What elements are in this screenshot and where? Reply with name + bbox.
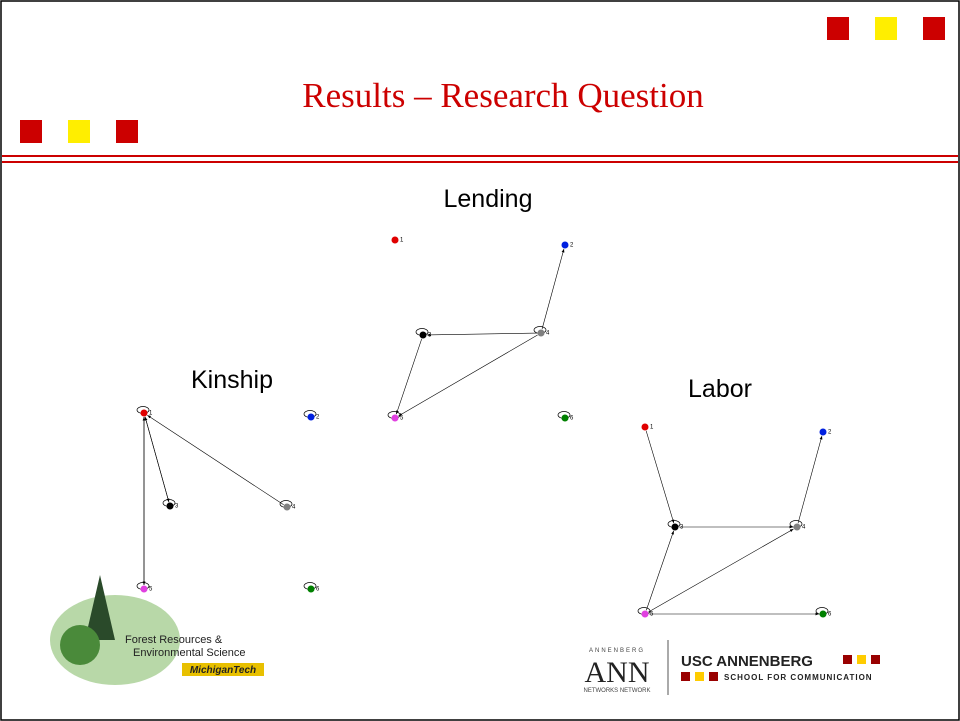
node bbox=[167, 503, 174, 510]
logo-text: ANNENBERG bbox=[589, 648, 645, 654]
square bbox=[843, 655, 852, 664]
logo-text: Environmental Science bbox=[133, 647, 246, 659]
logo-text: NETWORKS NETWORK bbox=[584, 688, 651, 694]
node bbox=[672, 524, 679, 531]
node bbox=[392, 415, 399, 422]
node bbox=[562, 242, 569, 249]
slide-title: Results – Research Question bbox=[302, 76, 703, 115]
slide: Results – Research Question Forest Resou… bbox=[0, 0, 960, 721]
square bbox=[20, 120, 42, 143]
square bbox=[695, 672, 704, 681]
square bbox=[68, 120, 90, 143]
node bbox=[820, 611, 827, 618]
logo-text: Forest Resources & bbox=[125, 634, 223, 646]
square bbox=[857, 655, 866, 664]
logo-text: MichiganTech bbox=[190, 665, 256, 676]
node bbox=[642, 611, 649, 618]
network-title: Kinship bbox=[191, 366, 273, 394]
network-title: Lending bbox=[444, 185, 533, 213]
node bbox=[794, 524, 801, 531]
node bbox=[141, 410, 148, 417]
node bbox=[141, 586, 148, 593]
node bbox=[642, 424, 649, 431]
square bbox=[681, 672, 690, 681]
network-title: Labor bbox=[688, 375, 752, 403]
square bbox=[827, 17, 849, 40]
logo-text: ANN bbox=[585, 656, 650, 689]
node bbox=[308, 586, 315, 593]
logo-text: SCHOOL FOR COMMUNICATION bbox=[724, 673, 873, 682]
square bbox=[116, 120, 138, 143]
node bbox=[392, 237, 399, 244]
node bbox=[420, 332, 427, 339]
node bbox=[284, 504, 291, 511]
node bbox=[308, 414, 315, 421]
logo-text: USC ANNENBERG bbox=[681, 653, 813, 670]
square bbox=[875, 17, 897, 40]
logo-tree bbox=[60, 625, 100, 665]
node bbox=[538, 330, 545, 337]
node bbox=[562, 415, 569, 422]
square bbox=[923, 17, 945, 40]
square bbox=[709, 672, 718, 681]
square bbox=[871, 655, 880, 664]
node bbox=[820, 429, 827, 436]
page: {"header": {"title": "Results – Research… bbox=[0, 0, 960, 721]
